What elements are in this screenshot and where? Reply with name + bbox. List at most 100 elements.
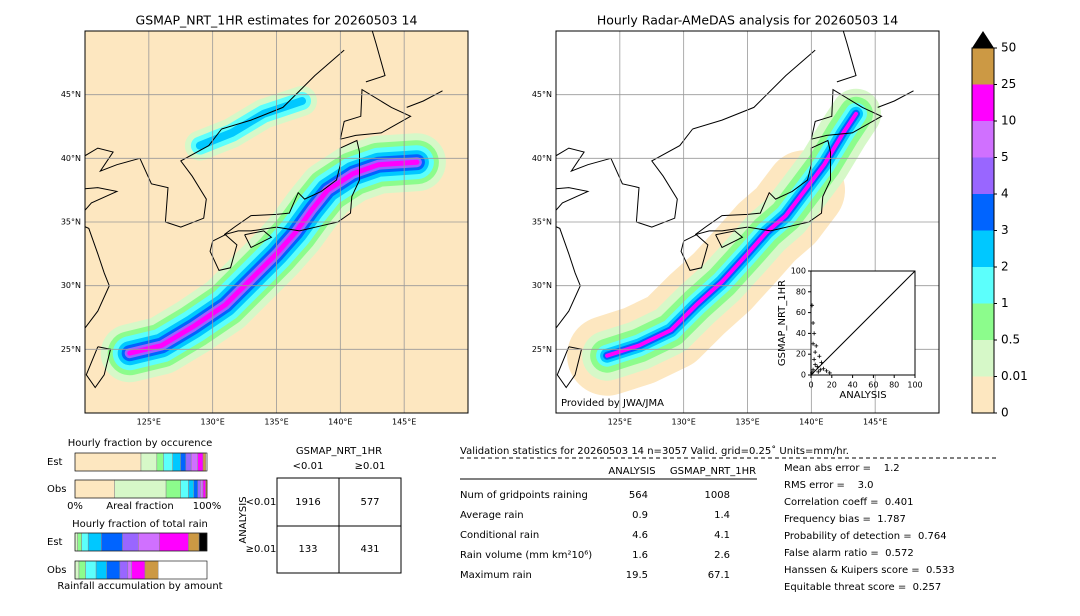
fraction-segment: [190, 452, 199, 472]
score: Correlation coeff = 0.401: [784, 497, 914, 508]
coastline: [692, 49, 816, 130]
fraction-segment: [85, 560, 97, 580]
lon-tick-label: 140°E: [328, 418, 352, 427]
stat-label: Num of gridpoints raining: [460, 490, 588, 501]
coastline: [610, 128, 693, 228]
coastline: [244, 230, 273, 249]
stat-label: Rain volume (mm km²10⁶): [460, 550, 592, 561]
panel-title: Hourly fraction of total rain: [72, 519, 208, 530]
x-tick-label: 20: [827, 381, 837, 390]
y-tick-label: 100: [791, 267, 806, 276]
colorbar-bin: [972, 157, 994, 194]
fraction-segment: [140, 452, 158, 472]
row-label: Est: [47, 537, 63, 548]
x-tick-label: 40: [848, 381, 858, 390]
scatter-point: [824, 368, 829, 373]
stat-value: 67.1: [708, 570, 730, 581]
fraction-segment: [156, 452, 164, 472]
scatter-point: [818, 367, 823, 372]
coastline: [836, 31, 857, 83]
colorbar-label: 2: [1001, 260, 1009, 274]
score: Hanssen & Kuipers score = 0.533: [784, 565, 955, 576]
scatter-point: [813, 362, 818, 367]
fraction-segment: [163, 452, 173, 472]
row-label: Obs: [47, 565, 66, 576]
fraction-segment: [165, 479, 181, 499]
bar-frame: [74, 452, 208, 472]
row-label: <0.01: [246, 497, 277, 508]
colorbar-bin: [972, 303, 994, 340]
score: Equitable threat score = 0.257: [784, 582, 941, 593]
score: Mean abs error = 1.2: [784, 463, 900, 474]
coastline: [877, 90, 914, 108]
score: RMS error = 3.0: [784, 480, 874, 491]
table-title: GSMAP_NRT_1HR: [296, 446, 382, 457]
colorbar-extend: [972, 31, 994, 48]
row-label: Est: [47, 457, 63, 468]
score: False alarm ratio = 0.572: [784, 548, 914, 559]
fraction-segment: [127, 560, 133, 580]
fraction-segment: [200, 479, 204, 499]
fraction-segment: [114, 479, 167, 499]
fraction-segment: [122, 532, 139, 552]
credit: Provided by JWA/JMA: [561, 398, 664, 409]
lon-tick-label: 145°E: [863, 418, 887, 427]
coastline: [339, 88, 412, 140]
stat-label: Conditional rain: [460, 530, 539, 541]
map-title: GSMAP_NRT_1HR estimates for 20260503 14: [136, 13, 418, 28]
x-axis-label: Rainfall accumulation by amount: [57, 581, 222, 592]
table-cell: 1916: [295, 497, 320, 508]
lat-tick-label: 45°N: [532, 90, 552, 99]
x-tick-label: 0%: [67, 501, 83, 512]
stat-value: 1008: [705, 490, 730, 501]
fraction-segment: [74, 452, 142, 472]
stat-value: 1.4: [714, 510, 730, 521]
colorbar-label: 1: [1001, 296, 1009, 310]
diagonal: [810, 270, 916, 376]
stat-value: 19.5: [626, 570, 648, 581]
lat-tick-label: 35°N: [532, 218, 552, 227]
coastline: [223, 139, 360, 236]
lat-tick-label: 30°N: [61, 281, 81, 290]
coastline: [221, 49, 345, 130]
y-axis-label: GSMAP_NRT_1HR: [777, 280, 788, 366]
fraction-segment: [188, 532, 200, 552]
y-tick-label: 20: [796, 350, 806, 359]
stat-value: 4.1: [714, 530, 730, 541]
fraction-segment: [78, 560, 86, 580]
scatter-point: [815, 364, 820, 369]
lat-tick-label: 40°N: [532, 154, 552, 163]
fraction-segment: [193, 479, 199, 499]
colorbar-bin: [972, 48, 994, 85]
score: Probability of detection = 0.764: [784, 531, 947, 542]
y-tick-label: 80: [796, 287, 806, 296]
fraction-segment: [197, 452, 204, 472]
lat-tick-label: 30°N: [532, 281, 552, 290]
row-label: ≥0.01: [246, 544, 277, 555]
fraction-segment: [188, 479, 195, 499]
fraction-segment: [198, 532, 208, 552]
x-axis-label: ANALYSIS: [839, 390, 886, 401]
fraction-segment: [81, 532, 89, 552]
scatter-point: [812, 357, 817, 362]
stat-value: 0.9: [632, 510, 648, 521]
score: Frequency bias = 1.787: [784, 514, 906, 525]
bar-frame: [74, 532, 208, 552]
fraction-segment: [106, 560, 121, 580]
row-title: ANALYSIS: [238, 496, 249, 543]
colorbar-label: 0.01: [1001, 369, 1028, 383]
coastline: [810, 88, 883, 140]
map-title: Hourly Radar-AMeDAS analysis for 2026050…: [597, 13, 898, 28]
x-axis-label: Areal fraction: [106, 501, 173, 512]
fraction-segment: [87, 532, 102, 552]
table-cell: 133: [298, 544, 317, 555]
bar-frame: [74, 560, 208, 580]
col-label: ≥0.01: [355, 461, 386, 472]
fraction-segment: [159, 532, 189, 552]
scatter-point: [813, 350, 818, 355]
rain-area: [127, 159, 420, 356]
lon-tick-label: 130°E: [672, 418, 696, 427]
stat-value: 4.6: [632, 530, 648, 541]
stat-value: 1.6: [632, 550, 648, 561]
scatter-point: [821, 366, 826, 371]
